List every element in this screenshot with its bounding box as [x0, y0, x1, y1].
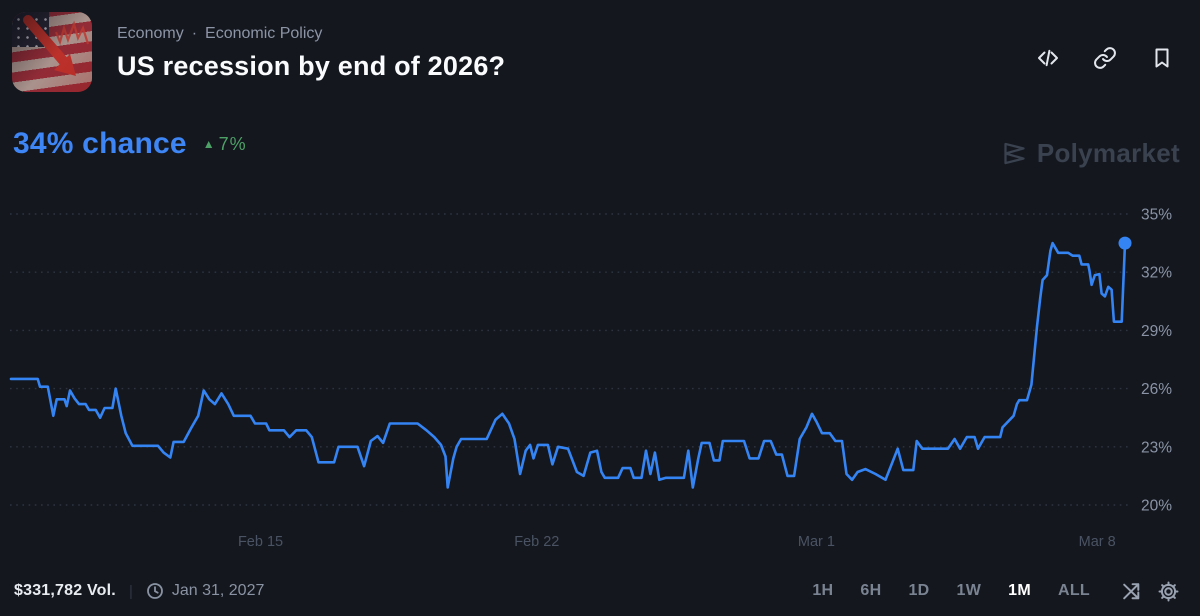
y-tick-label: 32% — [1141, 265, 1172, 282]
range-button-6h[interactable]: 6H — [860, 582, 882, 599]
range-button-all[interactable]: ALL — [1057, 582, 1090, 599]
end-date-group: Jan 31, 2027 — [146, 582, 265, 600]
code-icon — [1038, 49, 1058, 67]
chance-value: 34% chance — [13, 127, 187, 160]
y-tick-label: 35% — [1141, 207, 1172, 224]
bookmark-button[interactable] — [1150, 46, 1174, 70]
y-tick-label: 29% — [1141, 323, 1172, 340]
header-text: Economy · Economic Policy US recession b… — [117, 12, 505, 92]
y-tick-label: 26% — [1141, 381, 1172, 398]
clock-icon — [146, 583, 163, 599]
bookmark-icon — [1155, 48, 1169, 68]
footer-divider: | — [128, 582, 133, 600]
watermark-text: Polymarket — [1036, 138, 1180, 168]
settings-button[interactable] — [1157, 580, 1180, 603]
x-axis-labels: Feb 15 Feb 22 Mar 1 Mar 8 — [238, 534, 1116, 550]
gear-icon — [1158, 581, 1179, 601]
embed-code-button[interactable] — [1036, 46, 1060, 70]
breadcrumb-category[interactable]: Economy — [117, 25, 184, 42]
market-title: US recession by end of 2026? — [117, 51, 506, 81]
header-action-icons — [1036, 46, 1174, 70]
x-tick-label: Mar 1 — [798, 534, 835, 550]
end-date: Jan 31, 2027 — [171, 582, 265, 599]
expand-chart-button[interactable] — [1120, 580, 1143, 603]
polymarket-logo-icon — [1004, 142, 1025, 165]
range-group: 1H 6H 1D 1W 1M ALL — [812, 582, 1090, 600]
gridlines — [10, 213, 1132, 506]
latest-point-marker — [1118, 236, 1132, 250]
chart-controls: 1H 6H 1D 1W 1M ALL — [812, 580, 1180, 603]
volume-value: $331,782 Vol. — [14, 582, 116, 599]
price-row: 34% chance ▲ 7% — [13, 127, 247, 161]
y-tick-label: 23% — [1141, 439, 1172, 456]
x-tick-label: Feb 22 — [514, 534, 559, 550]
y-tick-label: 20% — [1141, 498, 1172, 515]
series-line — [9, 241, 1127, 489]
price-change-value: 7% — [218, 133, 247, 154]
expand-arrows-icon — [1123, 582, 1140, 599]
thumbnail-shade — [12, 12, 92, 92]
header: Economy · Economic Policy US recession b… — [12, 12, 505, 92]
copy-link-button[interactable] — [1093, 46, 1117, 70]
breadcrumb-subcategory[interactable]: Economic Policy — [205, 25, 323, 42]
breadcrumb-separator: · — [191, 25, 198, 42]
polymarket-watermark: Polymarket — [1001, 138, 1180, 169]
x-tick-label: Feb 15 — [238, 534, 283, 550]
volume-group: $331,782 Vol. | Jan 31, 2027 — [14, 582, 264, 600]
footer: $331,782 Vol. | Jan 31, 2027 1H 6H 1D 1W 1M A… — [0, 566, 1200, 616]
y-axis-labels: 35% 32% 29% 26% 23% 20% — [1141, 207, 1172, 515]
link-icon — [1094, 47, 1116, 69]
price-change-badge: ▲ 7% — [203, 134, 247, 155]
range-button-1w[interactable]: 1W — [956, 582, 982, 599]
market-thumbnail — [12, 12, 92, 92]
range-button-1m[interactable]: 1M — [1008, 582, 1031, 599]
breadcrumb: Economy · Economic Policy — [117, 25, 505, 43]
up-triangle-icon: ▲ — [202, 137, 215, 151]
x-tick-label: Mar 8 — [1079, 534, 1116, 550]
range-button-1d[interactable]: 1D — [908, 582, 930, 599]
range-button-1h[interactable]: 1H — [812, 582, 834, 599]
